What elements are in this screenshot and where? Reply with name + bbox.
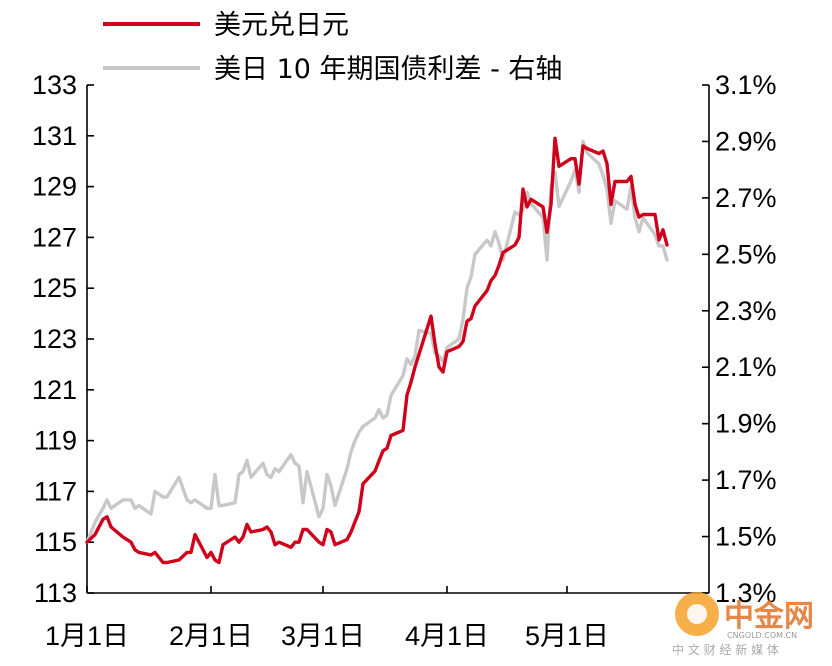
usd-jpy-series-line [85,136,669,565]
axes: 113 115 117 119 121 123 125 127 129 131 133 1.3% 1.5… [32,70,777,651]
left-y-tick-label: 123 [32,324,77,354]
watermark-tagline: 中 文 财 经 新 媒 体 [672,642,779,657]
x-tick-label: 2月1日 [169,621,253,651]
left-y-tick-label: 113 [34,578,77,608]
watermark-brand: 中金网 [724,599,814,634]
right-y-tick-label: 3.1% [715,70,777,100]
watermark-logo-inner-icon [687,604,707,624]
watermark-domain: CNGOLD.COM.CN [727,631,797,640]
right-y-tick-label: 2.7% [715,183,777,213]
left-y-tick-label: 131 [32,121,77,151]
left-y-tick-label: 115 [34,527,77,557]
left-y-tick-label: 121 [32,375,77,405]
legend-label-yield-spread: 美日 10 年期国债利差 - 右轴 [214,54,562,85]
x-tick-label: 4月1日 [405,621,489,651]
left-y-tick-label: 129 [32,172,77,202]
right-y-tick-label: 2.1% [715,352,777,382]
left-y-tick-label: 125 [32,273,77,303]
right-y-tick-label: 1.5% [715,522,777,552]
us-jp-yield-spread-series-line [85,139,669,544]
left-y-tick-label: 119 [34,426,77,456]
x-tick-label: 5月1日 [525,621,609,651]
right-y-tick-label: 1.9% [715,409,777,439]
right-y-tick-label: 1.3% [715,578,777,608]
right-y-tick-label: 2.5% [715,239,777,269]
left-y-tick-label: 127 [32,222,77,252]
right-y-tick-label: 2.9% [715,126,777,156]
left-y-tick-label: 117 [34,476,77,506]
right-y-tick-label: 2.3% [715,296,777,326]
legend-label-usd-jpy: 美元兑日元 [214,10,349,41]
left-y-tick-label: 133 [32,70,77,100]
x-tick-label: 1月1日 [45,621,129,651]
right-y-tick-label: 1.7% [715,465,777,495]
x-tick-label: 3月1日 [281,621,365,651]
series-lines [85,136,669,565]
